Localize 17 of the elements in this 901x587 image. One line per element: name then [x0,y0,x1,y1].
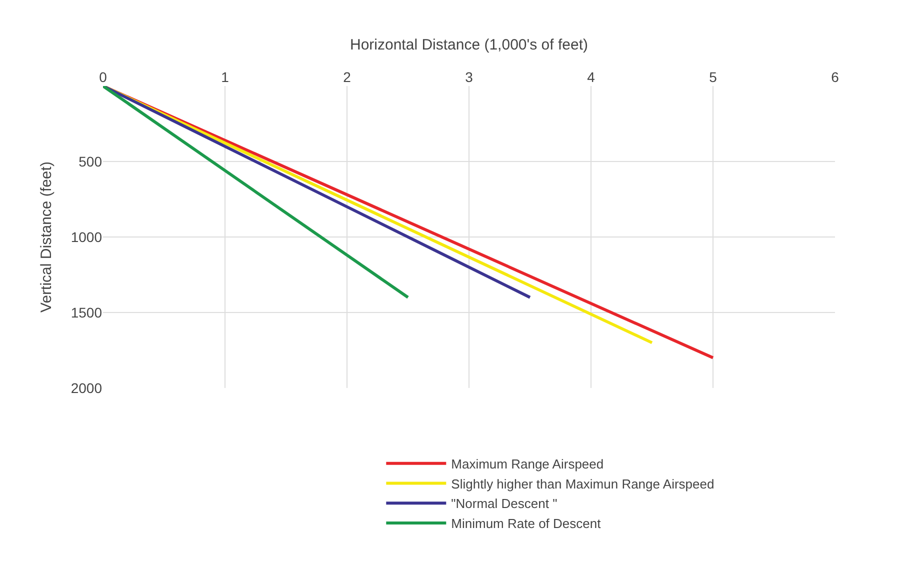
x-tick-label: 5 [709,69,718,86]
x-tick-label: 4 [587,69,596,86]
y-tick-label: 1000 [70,228,102,245]
x-tick-label: 3 [465,69,474,86]
y-tick-label: 1500 [70,304,102,320]
x-tick-label: 6 [831,69,840,86]
legend-label: Maximum Range Airspeed [451,456,604,472]
x-tick-label: 2 [343,69,352,86]
x-tick-label: 0 [99,69,108,86]
y-tick-label: 500 [78,153,102,170]
y-tick-label: 2000 [70,380,102,396]
legend-label: Slightly higher than Maximun Range Airspeed [451,476,714,492]
y-axis-title: Vertical Distance (feet) [38,162,56,312]
x-tick-label: 1 [221,69,230,86]
legend-label: Minimum Rate of Descent [451,516,602,532]
x-axis-title: Horizontal Distance (1,000's of feet) [350,36,588,54]
legend-label: "Normal Descent " [451,496,558,512]
